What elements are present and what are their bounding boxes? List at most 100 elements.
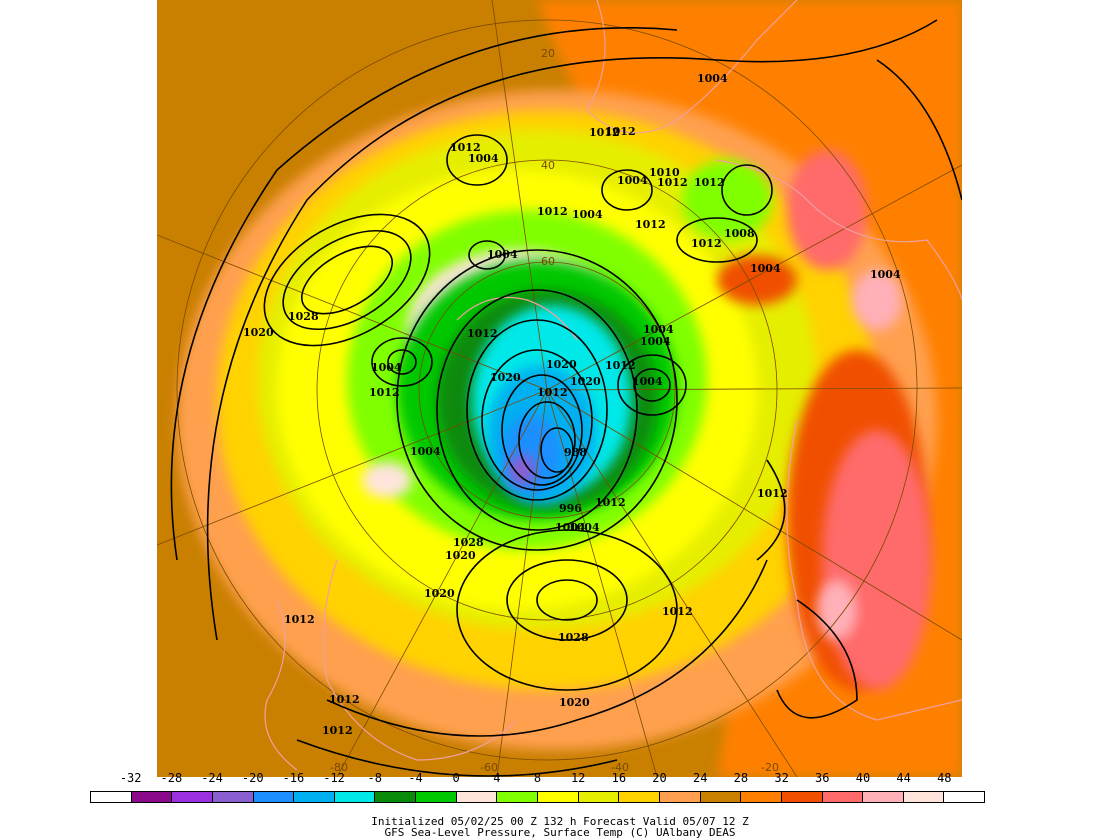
colorbar-tick-label: -24 bbox=[201, 771, 223, 785]
meridian-line bbox=[491, 0, 548, 391]
meridian-line bbox=[546, 389, 962, 641]
isobar-label: 1008 bbox=[724, 227, 755, 240]
longitude-label: -20 bbox=[761, 761, 779, 774]
isobar-label: 1020 bbox=[445, 549, 476, 562]
isobar-label: 1012 bbox=[537, 205, 568, 218]
isobar-label: 988 bbox=[564, 446, 587, 459]
latitude-circle-40 bbox=[316, 159, 778, 621]
salmon-region-northeast bbox=[787, 150, 867, 270]
colorbar-tick-label: 40 bbox=[855, 771, 871, 785]
colorbar-cell bbox=[131, 792, 173, 802]
isobar-label: 1012 bbox=[605, 359, 636, 372]
colorbar-cell bbox=[659, 792, 701, 802]
latitude-label: 60 bbox=[541, 255, 555, 268]
latitude-labels: 20 40 60 bbox=[541, 47, 555, 268]
isobar bbox=[876, 59, 962, 201]
isobar-label: 1020 bbox=[424, 587, 455, 600]
forecast-caption: Initialized 05/02/25 00 Z 132 h Forecast… bbox=[371, 815, 749, 828]
coastline bbox=[716, 159, 962, 301]
colorbar-tick-label: 4 bbox=[493, 771, 501, 785]
isobar-label: 1028 bbox=[288, 310, 319, 323]
colorbar-cell bbox=[416, 792, 457, 802]
colorbar-tick-label: 8 bbox=[533, 771, 542, 785]
isobar bbox=[206, 19, 938, 641]
isobar-labels: 1004 1012 1004 1012 1012 1004 1004 1010 … bbox=[243, 72, 901, 737]
colorbar-cell bbox=[91, 792, 132, 802]
red-region-northeast bbox=[717, 255, 797, 305]
meridian-line bbox=[157, 234, 548, 391]
coastline bbox=[456, 296, 578, 341]
colorbar-tick-label: 24 bbox=[692, 771, 708, 785]
latitude-label: 40 bbox=[541, 159, 555, 172]
coastline bbox=[264, 599, 298, 771]
isobar-label: 1012 bbox=[369, 386, 400, 399]
colorbar-cell bbox=[944, 792, 985, 802]
isobar-label: 1010 bbox=[649, 166, 680, 179]
weather-map: 20 40 60 -80 -60 -40 -20 1004 1012 1004 … bbox=[157, 0, 962, 777]
isobar-label: 1012 bbox=[322, 724, 353, 737]
isobar-label: 1004 bbox=[697, 72, 728, 85]
colorbar-tick-labels: -32 -28 -24 -20 -16 -12 -8 -4 0 4 8 12 16 20 24 28 32 36 4… bbox=[90, 771, 985, 787]
colorbar-cell bbox=[863, 792, 904, 802]
meridian-line bbox=[546, 387, 962, 391]
isobar-label: 1004 bbox=[750, 262, 781, 275]
meridian-line bbox=[546, 164, 962, 391]
colorbar-cell bbox=[497, 792, 539, 802]
isobar bbox=[387, 349, 417, 375]
isobar-label: 1004 bbox=[870, 268, 901, 281]
longitude-label: -60 bbox=[480, 761, 498, 774]
colorbar-cell bbox=[253, 792, 295, 802]
meridian-line bbox=[336, 389, 548, 777]
isobar bbox=[371, 337, 433, 387]
colorbar-cell bbox=[700, 792, 742, 802]
product-caption: GFS Sea-Level Pressure, Surface Temp (C)… bbox=[384, 826, 736, 839]
colorbar-tick-label: -16 bbox=[282, 771, 305, 785]
isobar bbox=[263, 213, 431, 347]
isobar bbox=[456, 529, 678, 691]
isobar bbox=[481, 349, 593, 491]
isobar bbox=[436, 289, 638, 531]
isobar-label: 1012 bbox=[691, 237, 722, 250]
longitude-labels: -80 -60 -40 -20 bbox=[330, 761, 779, 774]
meridian-line bbox=[496, 389, 548, 777]
isobar bbox=[170, 27, 678, 561]
isobar-label: 1004 bbox=[632, 375, 663, 388]
isobar bbox=[326, 559, 768, 737]
isobar bbox=[446, 134, 508, 186]
colorbar-tick-label: -8 bbox=[367, 771, 382, 785]
colorbar-tick-label: 36 bbox=[815, 771, 830, 785]
isobar-label: 996 bbox=[559, 502, 582, 515]
isobar-label: 1004 bbox=[569, 521, 600, 534]
isobar-label: 1020 bbox=[243, 326, 274, 339]
isobar-label: 1004 bbox=[617, 174, 648, 187]
colorbar-tick-label: -20 bbox=[241, 771, 264, 785]
isobar-label: 1012 bbox=[757, 487, 788, 500]
isobar bbox=[776, 599, 858, 719]
colorbar-tick-label: -4 bbox=[408, 771, 423, 785]
colorbar-tick-label: 48 bbox=[937, 771, 952, 785]
colorbar-tick-label: 32 bbox=[774, 771, 789, 785]
isobar bbox=[282, 229, 412, 331]
colorbar-tick-label: -12 bbox=[323, 771, 345, 785]
colorbar-cell bbox=[538, 792, 579, 802]
isobar bbox=[296, 739, 618, 777]
isobar bbox=[601, 169, 653, 211]
isobar-label: 1004 bbox=[640, 335, 671, 348]
colorbar-tick-label: 44 bbox=[896, 771, 911, 785]
isobar bbox=[396, 249, 678, 551]
coastline bbox=[586, 0, 798, 134]
isobar bbox=[617, 354, 687, 416]
isobar-label: 1020 bbox=[570, 375, 601, 388]
isobar bbox=[466, 319, 608, 501]
light-pink-patch-east bbox=[852, 270, 902, 330]
isobar-label: 1004 bbox=[410, 445, 441, 458]
isobar bbox=[506, 559, 628, 641]
meridian-line bbox=[546, 389, 798, 777]
isobar-label: 1012 bbox=[284, 613, 315, 626]
isobar-label: 1012 bbox=[635, 218, 666, 231]
latitude-label: 20 bbox=[541, 47, 555, 60]
colorbar-cell bbox=[172, 792, 213, 802]
lime-patch-northeast bbox=[682, 160, 772, 240]
isobar-label: 1020 bbox=[559, 696, 590, 709]
isobar-label: 1004 bbox=[643, 323, 674, 336]
